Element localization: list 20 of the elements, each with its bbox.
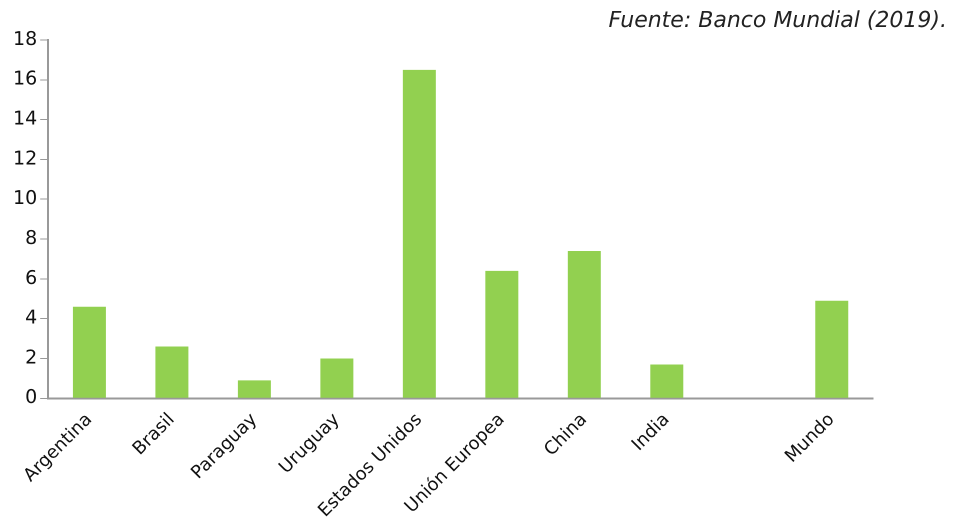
y-tick-label: 18	[12, 28, 38, 50]
bar	[238, 380, 271, 398]
source-note: Fuente: Banco Mundial (2019).	[608, 8, 947, 33]
bar	[155, 346, 188, 398]
y-tick-label: 8	[25, 226, 38, 249]
y-tick-label: 12	[12, 147, 38, 170]
bar	[815, 300, 848, 398]
y-tick-label: 0	[25, 386, 38, 408]
bar	[320, 358, 354, 398]
bar	[650, 364, 684, 398]
bar	[72, 306, 106, 398]
y-tick-label: 2	[25, 346, 38, 368]
y-tick-label: 16	[12, 68, 38, 90]
bar	[485, 270, 518, 398]
y-tick-label: 10	[12, 187, 38, 210]
y-tick-label: 6	[25, 266, 38, 289]
bar	[568, 251, 601, 398]
y-tick-label: 14	[12, 108, 38, 130]
y-tick-label: 4	[25, 306, 38, 329]
bar	[402, 70, 436, 398]
